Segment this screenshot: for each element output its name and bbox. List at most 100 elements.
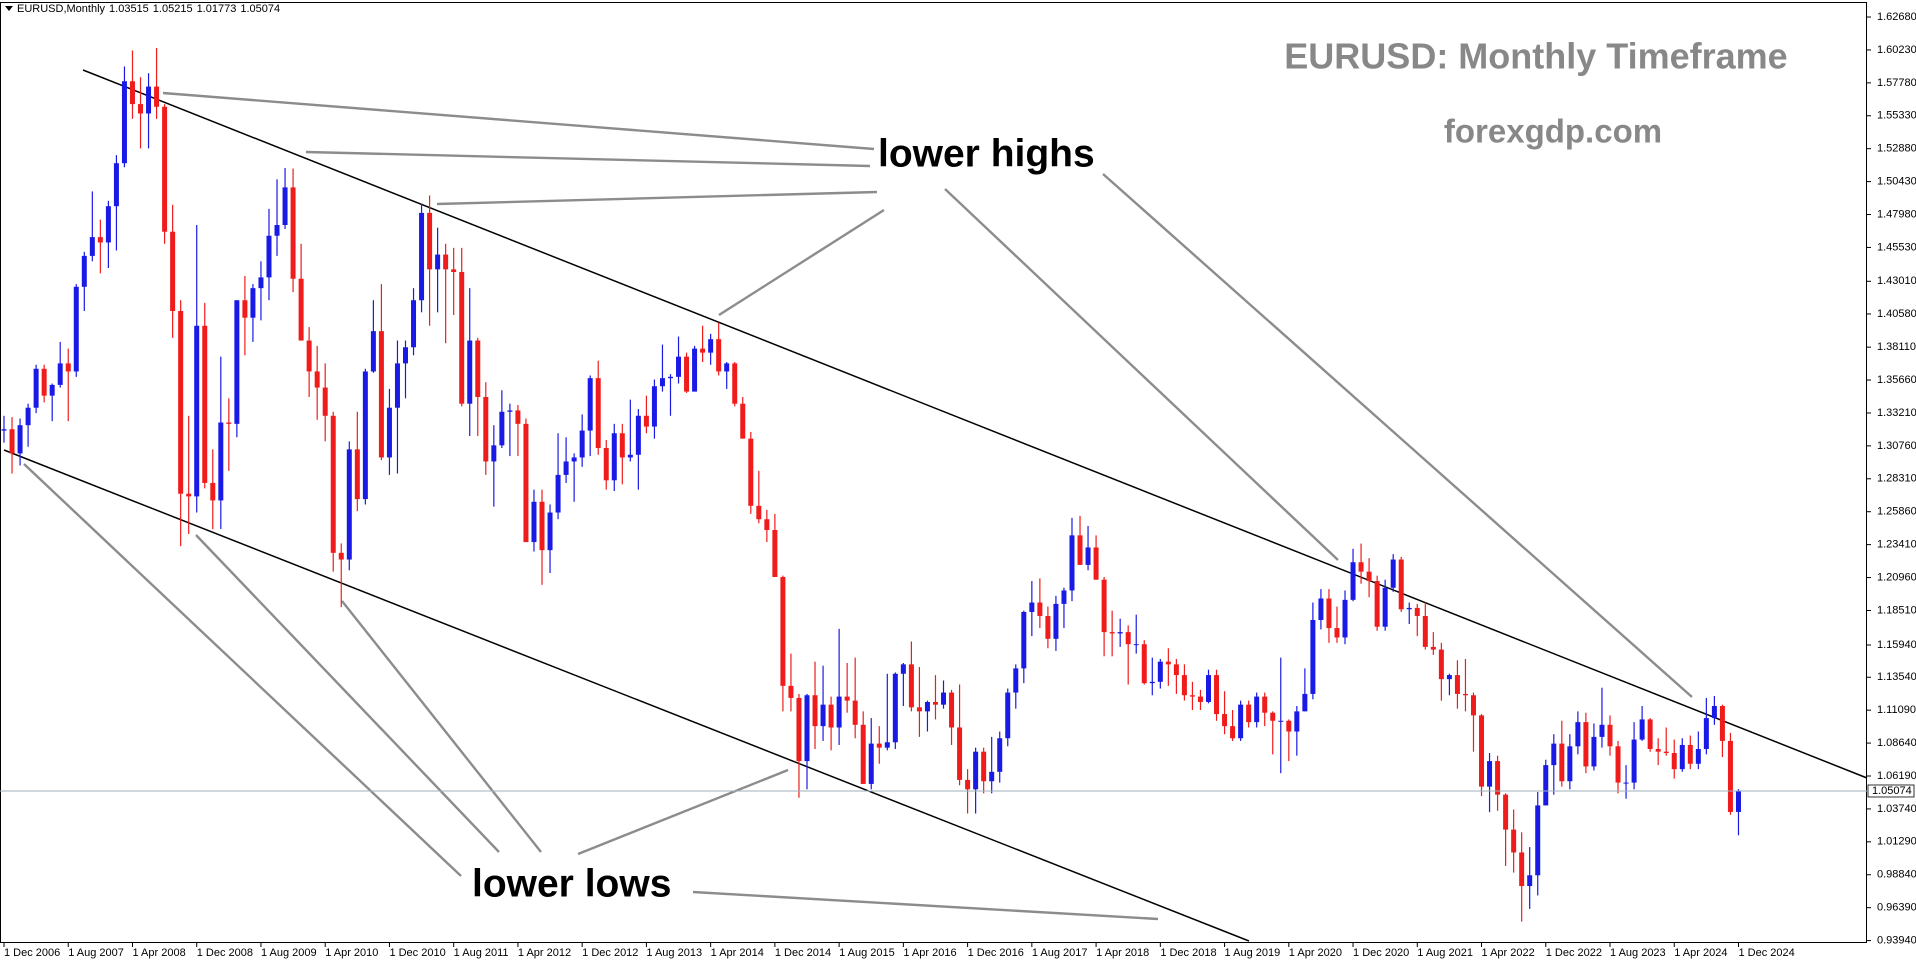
y-tick-label: 0.93940 — [1877, 934, 1916, 946]
candle-body — [1398, 559, 1404, 610]
candle-body — [667, 376, 673, 379]
x-tick-label: 1 Apr 2020 — [1289, 947, 1342, 959]
candle-body — [138, 104, 144, 114]
x-tick-label: 1 Aug 2009 — [261, 947, 317, 959]
pointer — [1102, 173, 1693, 698]
candle-body — [1438, 649, 1444, 680]
candle-body — [89, 237, 95, 256]
candle-body — [1422, 615, 1428, 647]
candle-body — [419, 212, 425, 301]
candle-body — [459, 272, 465, 404]
candle-body — [411, 300, 417, 348]
candle-body — [146, 86, 152, 114]
candle-body — [1454, 675, 1460, 694]
y-tick-label: 1.01290 — [1877, 836, 1916, 848]
candle-body — [1591, 736, 1597, 767]
candle-body — [1470, 695, 1476, 716]
y-tick-label: 1.30760 — [1877, 440, 1916, 452]
candle-body — [386, 407, 392, 458]
candle-body — [73, 286, 79, 372]
candle-body — [1262, 696, 1268, 713]
candle-body — [113, 163, 119, 207]
candle-body — [1551, 743, 1557, 766]
candle-body — [1687, 744, 1693, 764]
candle-body — [1711, 705, 1717, 719]
candle-body — [403, 347, 408, 364]
candle-body — [1318, 598, 1324, 621]
candle-body — [1085, 547, 1091, 565]
candle-body — [1, 429, 7, 431]
candle-body — [1358, 562, 1364, 572]
candle-body — [1197, 696, 1203, 702]
x-tick-label: 1 Apr 2010 — [325, 947, 378, 959]
candle-body — [1206, 675, 1211, 702]
candle-body — [949, 692, 955, 728]
candle-body — [1077, 535, 1083, 565]
candle-body — [764, 519, 770, 530]
candle-body — [1462, 693, 1468, 696]
candle-body — [555, 474, 561, 513]
x-tick-label: 1 Dec 2020 — [1353, 947, 1409, 959]
candle-body — [41, 368, 47, 396]
candle-body — [1567, 746, 1573, 782]
y-tick-label: 1.15940 — [1877, 639, 1916, 651]
pointers — [23, 91, 1693, 921]
x-tick-label: 1 Apr 2008 — [132, 947, 185, 959]
candle-body — [1446, 675, 1452, 680]
candle-body — [603, 448, 609, 481]
candle-body — [852, 700, 858, 725]
candle-body — [306, 340, 312, 372]
x-tick-label: 1 Aug 2007 — [68, 947, 124, 959]
candle-body — [1647, 719, 1653, 749]
candle-body — [1414, 607, 1420, 616]
pointer — [195, 534, 500, 853]
candle-body — [1270, 712, 1276, 721]
x-tick-label: 1 Aug 2023 — [1610, 947, 1666, 959]
candle-body — [1246, 704, 1252, 723]
candle-body — [170, 231, 176, 311]
x-tick-label: 1 Dec 2008 — [197, 947, 253, 959]
candle-body — [1519, 852, 1525, 887]
candle-body — [1093, 547, 1099, 580]
candle-body — [1639, 719, 1645, 740]
y-tick-label: 1.03740 — [1877, 803, 1916, 815]
x-tick-label: 1 Apr 2022 — [1482, 947, 1535, 959]
candle-body — [427, 212, 433, 270]
candle-body — [900, 664, 906, 674]
y-tick-label: 1.25860 — [1877, 506, 1916, 518]
candle-body — [908, 664, 914, 708]
candle-body — [611, 433, 617, 481]
title: EURUSD: Monthly Timeframe — [1284, 36, 1787, 77]
x-tick-label: 1 Apr 2018 — [1096, 947, 1149, 959]
candle-body — [1310, 620, 1316, 694]
candle-body — [298, 278, 304, 341]
y-tick-label: 1.13540 — [1877, 671, 1916, 683]
candle-body — [989, 771, 995, 782]
candle-body — [828, 704, 834, 728]
candle-body — [1181, 675, 1187, 696]
y-tick-label: 0.98840 — [1877, 869, 1916, 881]
candle-body — [788, 685, 794, 698]
candle-body — [812, 695, 818, 727]
candle-body — [619, 433, 625, 458]
candle-body — [876, 743, 882, 748]
candle-body — [129, 81, 135, 105]
candle-body — [483, 396, 489, 462]
candle-body — [547, 512, 553, 551]
pointer — [692, 890, 1159, 921]
candle-body — [491, 445, 497, 462]
candle-body — [242, 300, 248, 318]
candle-body — [595, 378, 601, 449]
y-tick-label: 1.38110 — [1877, 341, 1916, 353]
candle-body — [1366, 571, 1372, 582]
candle-body — [627, 454, 633, 458]
candle-body — [33, 368, 39, 408]
candle-body — [1109, 632, 1115, 634]
candle-body — [932, 701, 938, 705]
candle-body — [1583, 722, 1589, 767]
y-tick-label: 1.57780 — [1877, 77, 1916, 89]
candle-body — [1719, 705, 1725, 741]
candle-body — [1342, 599, 1348, 638]
candle-body — [1133, 644, 1139, 646]
candle-body — [507, 410, 513, 412]
